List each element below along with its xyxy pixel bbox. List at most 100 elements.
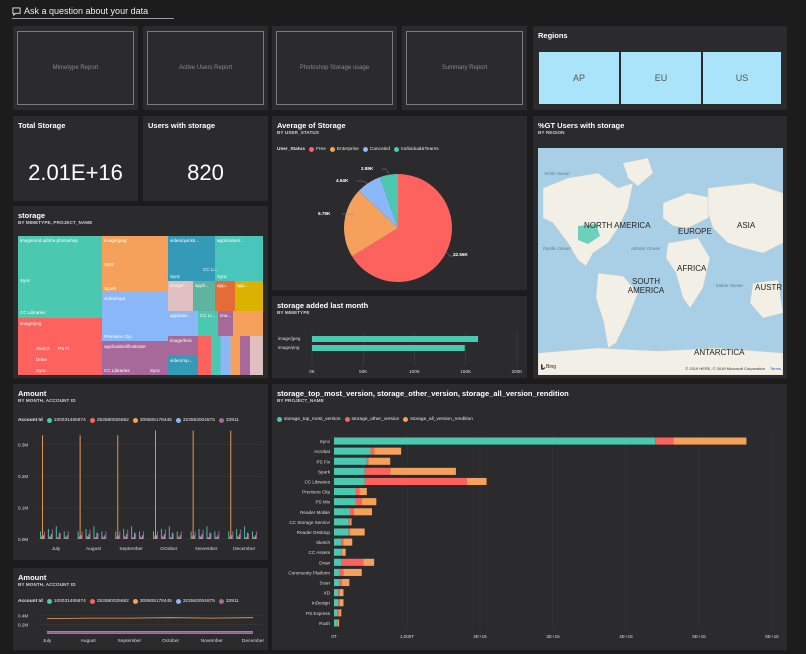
versions-bar-segment[interactable] (338, 589, 340, 597)
versions-bar-segment[interactable] (334, 578, 340, 587)
versions-bar-segment[interactable] (366, 457, 369, 465)
amount-bar[interactable] (125, 536, 127, 539)
amount-bar[interactable] (176, 531, 178, 539)
added-bar[interactable] (312, 345, 465, 351)
treemap[interactable]: image/vnd.adobe.photoshop Sync CC Librar… (18, 236, 263, 375)
versions-bar-segment[interactable] (342, 578, 350, 587)
storage-added-chart[interactable]: 0K 50K 100K 150K 200K image/jpeg image/png (272, 296, 527, 378)
amount-bar[interactable] (97, 533, 99, 539)
amount-bar[interactable] (208, 537, 210, 539)
versions-bar-segment[interactable] (370, 447, 375, 455)
report-tile-photoshop[interactable]: Photoshop Storage usage (272, 26, 397, 110)
region-us[interactable]: US (703, 52, 781, 104)
versions-bar-segment[interactable] (355, 488, 360, 496)
versions-bar-segment[interactable] (339, 568, 344, 576)
amount-bar[interactable] (160, 528, 162, 539)
versions-bar-segment[interactable] (350, 518, 352, 526)
amount-bar[interactable] (172, 533, 174, 539)
added-bar[interactable] (312, 336, 479, 342)
amount-bar[interactable] (117, 435, 119, 539)
amount-bar[interactable] (47, 528, 49, 539)
amount-bar[interactable] (180, 531, 182, 539)
versions-bar-segment[interactable] (334, 619, 337, 627)
amount-bar[interactable] (87, 536, 89, 539)
amount-bar[interactable] (142, 535, 143, 539)
total-storage-tile[interactable]: Total Storage 2.01E+16 (13, 116, 138, 201)
amount-line-legend-1[interactable]: 253580025662 (89, 599, 129, 604)
amount-bar[interactable] (240, 529, 242, 539)
versions-bar-segment[interactable] (348, 518, 351, 526)
versions-bar-segment[interactable] (355, 498, 362, 506)
versions-bar-segment[interactable] (343, 538, 353, 546)
amount-bar[interactable] (135, 533, 137, 539)
world-map[interactable]: Arctic Ocean NORTH AMERICA EUROPE ASIA P… (538, 148, 783, 375)
storage-versions-legend-1[interactable]: storage_other_version (344, 417, 399, 422)
versions-bar-segment[interactable] (339, 599, 344, 607)
storage-versions-chart[interactable]: 0T 1,000T 2E+15 3E+15 4E+15 5E+15 6E+15 Sync Acr… (272, 384, 787, 650)
treemap-cell-app1[interactable] (215, 281, 235, 311)
amount-bar[interactable] (131, 526, 133, 539)
versions-bar-segment[interactable] (337, 609, 340, 617)
report-link-active-users[interactable]: Active Users Report (147, 31, 264, 105)
amount-line-chart[interactable]: 0.4M 0.2M July August September October Novemb… (13, 568, 268, 650)
amount-bar[interactable] (139, 531, 140, 539)
amount-bar[interactable] (86, 535, 88, 539)
versions-bar-segment[interactable] (390, 467, 456, 475)
report-tile-mimetype[interactable]: Mimetype Report (13, 26, 138, 110)
amount-bar[interactable] (95, 537, 97, 539)
amount-bar[interactable] (58, 532, 60, 539)
amount-bar[interactable] (230, 430, 232, 539)
amount-bar[interactable] (133, 537, 135, 539)
amount-bar[interactable] (194, 531, 196, 539)
amount-bar[interactable] (236, 528, 238, 539)
amount-bar[interactable] (59, 533, 61, 539)
versions-bar-segment[interactable] (339, 609, 342, 617)
amount-bar[interactable] (132, 537, 134, 539)
amount-bar[interactable] (101, 531, 103, 539)
treemap-cell-mp4[interactable] (102, 291, 168, 341)
versions-bar-segment[interactable] (334, 528, 349, 536)
amount-bar[interactable] (214, 531, 216, 539)
amount-bar[interactable] (116, 536, 118, 539)
versions-bar-segment[interactable] (334, 609, 338, 617)
amount-line-legend-3[interactable]: 323563004675 (175, 599, 215, 604)
amount-bar[interactable] (40, 531, 41, 539)
versions-bar-segment[interactable] (361, 498, 377, 506)
versions-bar-segment[interactable] (334, 447, 371, 455)
versions-bar-segment[interactable] (334, 488, 356, 496)
treemap-cell-ccli2[interactable] (198, 311, 218, 336)
treemap-cell-heic[interactable] (168, 336, 198, 356)
amount-bar[interactable] (228, 531, 230, 539)
versions-bar-segment[interactable] (334, 437, 656, 445)
treemap-cell-png[interactable] (18, 318, 102, 375)
amount-bar[interactable] (245, 537, 247, 539)
qa-box[interactable]: Ask a question about your data (12, 4, 174, 19)
versions-bar-segment[interactable] (339, 589, 344, 597)
amount-bar[interactable] (77, 531, 79, 539)
amount-bar-legend-2[interactable]: 309505178445 (132, 418, 172, 423)
amount-bar[interactable] (134, 532, 136, 539)
versions-bar-segment[interactable] (334, 477, 365, 486)
amount-bar[interactable] (42, 435, 43, 539)
versions-bar-segment[interactable] (334, 599, 339, 607)
amount-bar[interactable] (246, 537, 248, 539)
versions-bar-segment[interactable] (368, 457, 391, 465)
treemap-cell-jpeg[interactable] (102, 236, 168, 291)
avg-storage-tile[interactable]: Average of Storage BY USER_STATUS User_S… (272, 116, 527, 290)
amount-bar[interactable] (48, 535, 50, 539)
treemap-cell-misc1[interactable] (233, 311, 263, 336)
treemap-cell-appli[interactable] (193, 281, 215, 311)
legend-item-individual[interactable]: Individual&Teams (394, 147, 439, 152)
treemap-cell-mp[interactable] (168, 356, 198, 375)
amount-bar[interactable] (256, 531, 257, 539)
amount-bar-legend-3[interactable]: 323563004675 (175, 418, 215, 423)
amount-bar[interactable] (178, 537, 180, 539)
amount-bar[interactable] (88, 533, 90, 539)
amount-bar-chart[interactable]: 0.3M 0.2M 0.1M 0.0M July August September Octob… (13, 384, 268, 560)
amount-line-series[interactable] (46, 617, 254, 619)
amount-bar[interactable] (63, 531, 65, 539)
legend-item-enterprise[interactable]: Enterprise (329, 147, 359, 152)
amount-bar[interactable] (162, 536, 164, 539)
report-link-photoshop[interactable]: Photoshop Storage usage (276, 31, 393, 105)
amount-bar[interactable] (64, 536, 66, 539)
